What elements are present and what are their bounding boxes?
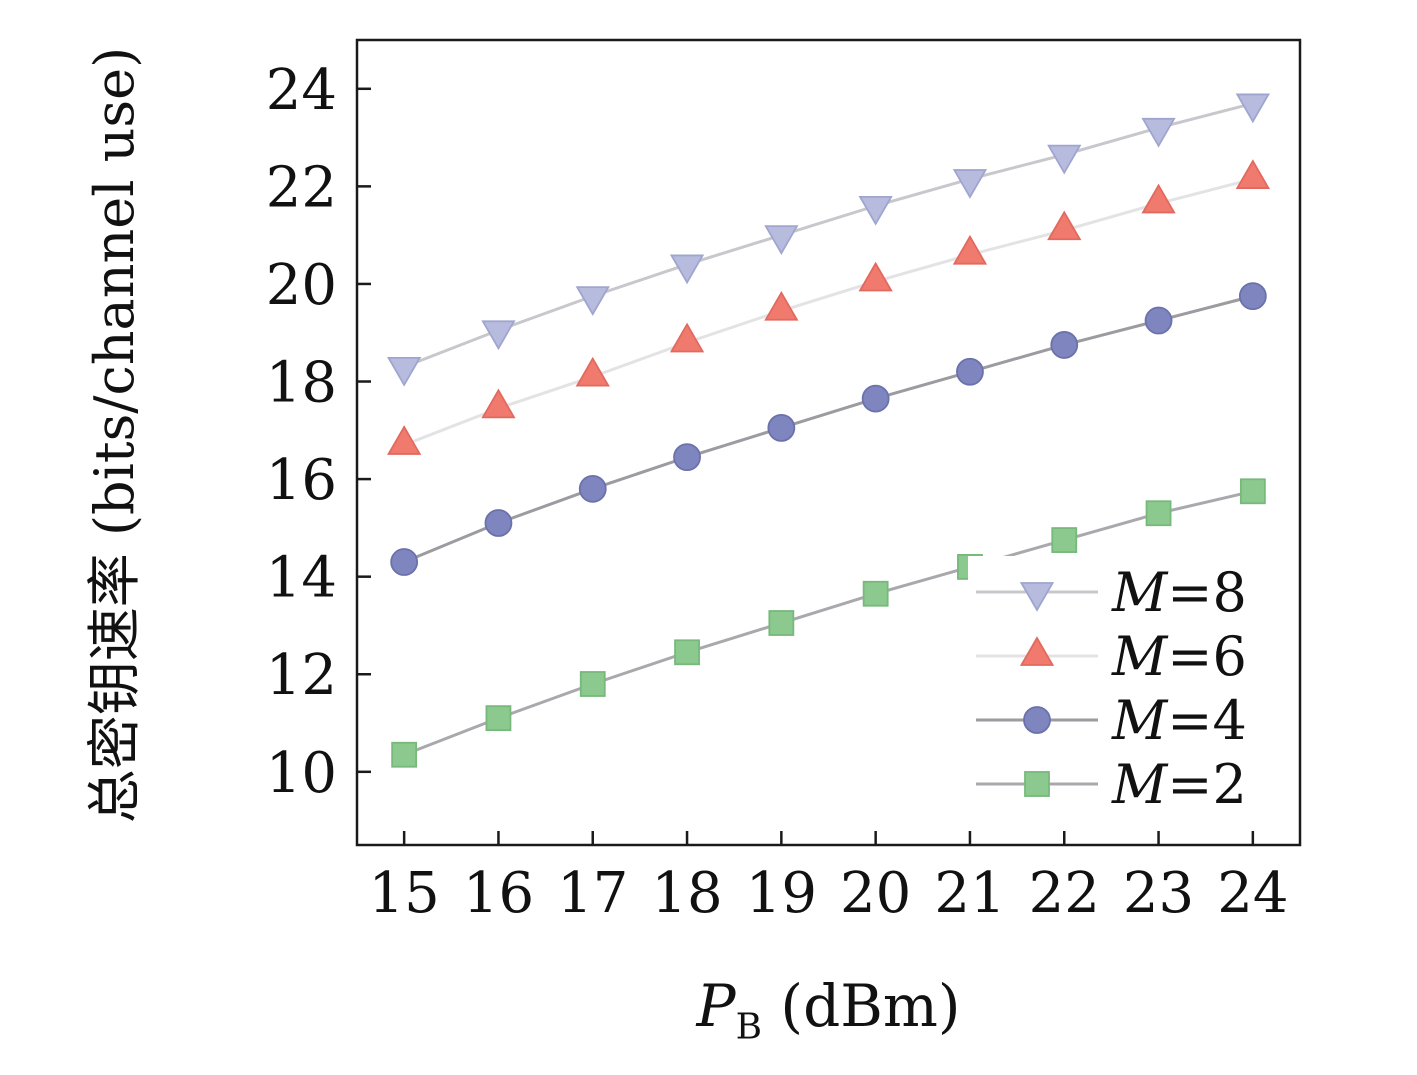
x-axis-label: PB (dBm) <box>357 972 1300 1045</box>
legend-item-m2: M=2 <box>972 752 1247 816</box>
legend-label-m6: M=6 <box>1112 625 1247 688</box>
legend-label-variable: M <box>1112 752 1168 816</box>
x-axis-label-variable: P <box>696 972 736 1040</box>
legend-label-value: =2 <box>1167 752 1247 816</box>
x-axis-label-subscript: B <box>735 1006 762 1048</box>
x-tick-label: 19 <box>746 861 817 926</box>
legend-label-variable: M <box>1112 624 1168 688</box>
x-tick-label: 24 <box>1217 861 1288 926</box>
x-tick-label: 21 <box>934 861 1005 926</box>
series-M=2 <box>391 478 1266 768</box>
x-tick-label: 17 <box>557 861 628 926</box>
circle-marker-icon <box>976 706 1098 734</box>
y-tick-label: 16 <box>266 448 337 513</box>
y-tick-label: 14 <box>266 546 337 611</box>
x-tick-label: 23 <box>1123 861 1194 926</box>
y-axis-label: 总密钥速率 (bits/channel use) <box>83 46 146 824</box>
x-tick-label: 16 <box>463 861 534 926</box>
legend-item-m4: M=4 <box>972 688 1247 752</box>
x-tick-label: 15 <box>369 861 440 926</box>
series-M=8 <box>387 93 1270 387</box>
series-M=4 <box>390 282 1267 576</box>
legend-label-value: =6 <box>1167 624 1247 688</box>
legend-label-value: =8 <box>1167 560 1247 624</box>
legend-label-variable: M <box>1112 560 1168 624</box>
y-tick-label: 12 <box>266 643 337 708</box>
triangle-down-marker-icon <box>976 582 1098 612</box>
legend-label-m8: M=8 <box>1112 561 1247 624</box>
legend: M=8 M=6 M=4 M=2 <box>968 556 1257 820</box>
y-tick-label: 10 <box>266 741 337 806</box>
y-tick-label: 24 <box>266 58 337 123</box>
legend-label-m4: M=4 <box>1112 689 1247 752</box>
x-tick-label: 22 <box>1029 861 1100 926</box>
square-marker-icon <box>976 771 1098 797</box>
x-tick-label: 18 <box>651 861 722 926</box>
y-tick-label: 20 <box>266 253 337 318</box>
legend-label-m2: M=2 <box>1112 753 1247 816</box>
series-M=6 <box>387 159 1270 455</box>
legend-item-m6: M=6 <box>972 624 1247 688</box>
x-tick-label: 20 <box>840 861 911 926</box>
axes-frame <box>355 38 1302 847</box>
legend-label-variable: M <box>1112 688 1168 752</box>
y-tick-label: 22 <box>266 155 337 220</box>
x-axis-label-unit: (dBm) <box>762 972 961 1040</box>
y-tick-label: 18 <box>266 351 337 416</box>
legend-item-m8: M=8 <box>972 560 1247 624</box>
triangle-up-marker-icon <box>976 636 1098 666</box>
axis-ticks: 15 16 17 18 19 20 21 22 23 24 10 12 14 16 18 20 22 24 <box>266 58 1289 926</box>
legend-label-value: =4 <box>1167 688 1247 752</box>
